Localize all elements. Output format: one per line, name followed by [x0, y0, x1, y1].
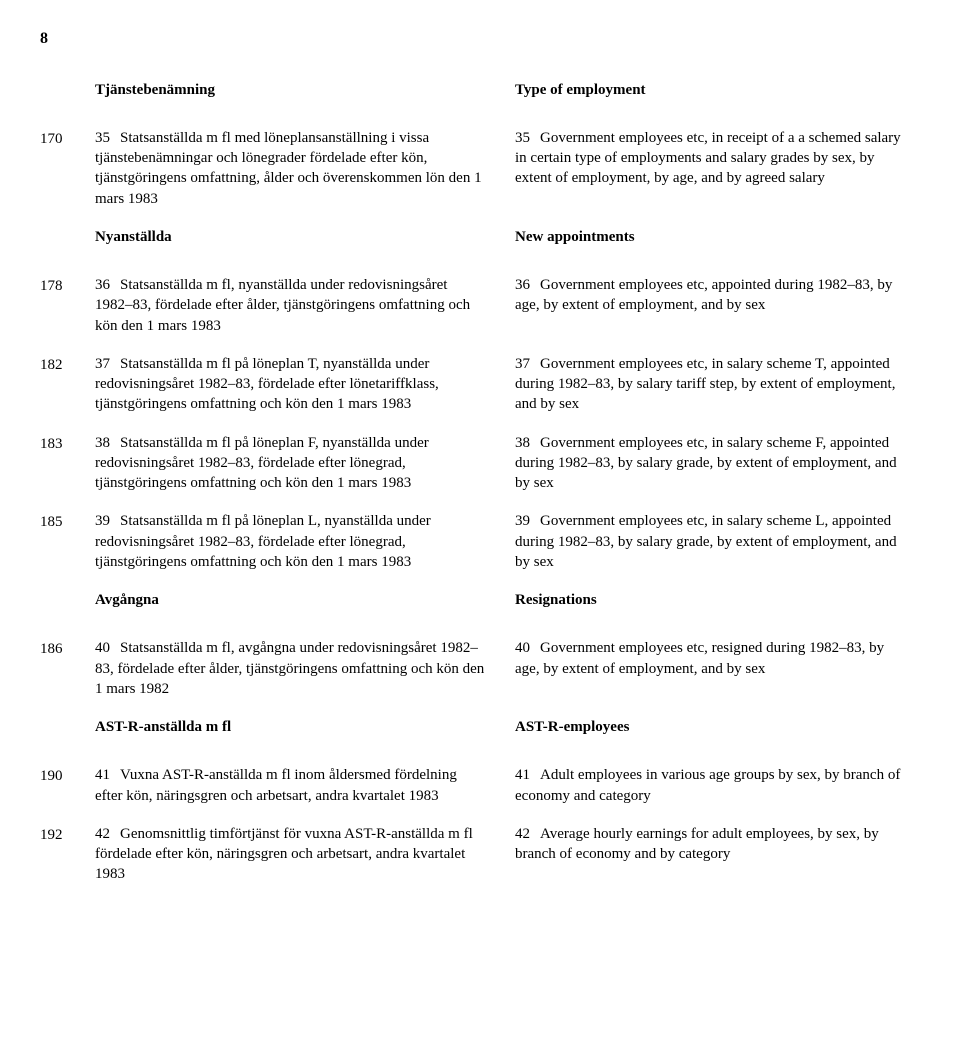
- toc-item-number: 35: [515, 130, 540, 146]
- toc-entry-right: 38Government employees etc, in salary sc…: [515, 433, 920, 494]
- toc-entry-left: 36Statsanställda m fl, nyanställda under…: [95, 275, 515, 336]
- toc-entry-left: 42Genomsnittlig timförtjänst för vuxna A…: [95, 824, 515, 885]
- toc-item-number: 41: [515, 767, 540, 783]
- toc-item-text-sv: Vuxna AST-R-anställda m fl inom åldersme…: [95, 767, 457, 803]
- toc-item-number: 41: [95, 767, 120, 783]
- toc-entry-right: 39Government employees etc, in salary sc…: [515, 511, 920, 572]
- toc-item-number: 36: [95, 277, 120, 293]
- toc-item-text-sv: Statsanställda m fl på löneplan F, nyans…: [95, 435, 429, 492]
- toc-item-text-en: Average hourly earnings for adult employ…: [515, 826, 879, 862]
- toc-page-ref: 185: [40, 511, 95, 572]
- subheading-right: AST-R-employees: [515, 717, 920, 737]
- col-page-blank: [40, 590, 95, 610]
- toc-item-text-sv: Statsanställda m fl, nyanställda under r…: [95, 277, 470, 334]
- toc-entry-left: 41Vuxna AST-R-anställda m fl inom ålders…: [95, 765, 515, 806]
- subheading-right: New appointments: [515, 227, 920, 247]
- toc-item-number: 39: [95, 513, 120, 529]
- toc-item-text-en: Government employees etc, appointed duri…: [515, 277, 892, 313]
- toc-page-ref: 183: [40, 433, 95, 494]
- toc-entry-left: 38Statsanställda m fl på löneplan F, nya…: [95, 433, 515, 494]
- toc-entry-right: 35Government employees etc, in receipt o…: [515, 128, 920, 209]
- toc-item-text-sv: Statsanställda m fl på löneplan L, nyans…: [95, 513, 431, 570]
- left-column-heading: Tjänstebenämning: [95, 80, 515, 100]
- toc-item-number: 36: [515, 277, 540, 293]
- col-page-blank: [40, 717, 95, 737]
- toc-entry-left: 37Statsanställda m fl på löneplan T, nya…: [95, 354, 515, 415]
- toc-item-number: 39: [515, 513, 540, 529]
- toc-item-number: 40: [95, 640, 120, 656]
- toc-item-number: 38: [95, 435, 120, 451]
- subheading-left: Avgångna: [95, 590, 515, 610]
- toc-item-number: 37: [515, 356, 540, 372]
- toc-entry-left: 35Statsanställda m fl med löneplansanstä…: [95, 128, 515, 209]
- toc-item-number: 38: [515, 435, 540, 451]
- right-column-heading: Type of employment: [515, 80, 920, 100]
- toc-page-ref: 192: [40, 824, 95, 885]
- col-page-blank: [40, 227, 95, 247]
- toc-page-ref: 170: [40, 128, 95, 209]
- subheading-right: Resignations: [515, 590, 920, 610]
- subheading-left: Nyanställda: [95, 227, 515, 247]
- toc-entry-left: 39Statsanställda m fl på löneplan L, nya…: [95, 511, 515, 572]
- toc-entry-right: 40Government employees etc, resigned dur…: [515, 638, 920, 699]
- toc-page-ref: 190: [40, 765, 95, 806]
- toc-page-ref: 178: [40, 275, 95, 336]
- toc-item-text-en: Adult employees in various age groups by…: [515, 767, 900, 803]
- toc-item-number: 37: [95, 356, 120, 372]
- toc-item-text-en: Government employees etc, in salary sche…: [515, 356, 895, 413]
- page-number: 8: [40, 28, 920, 50]
- toc-item-text-sv: Statsanställda m fl på löneplan T, nyans…: [95, 356, 439, 413]
- toc-entry-right: 37Government employees etc, in salary sc…: [515, 354, 920, 415]
- toc-entry-left: 40Statsanställda m fl, avgångna under re…: [95, 638, 515, 699]
- toc-item-number: 40: [515, 640, 540, 656]
- toc-item-number: 35: [95, 130, 120, 146]
- toc-page-ref: 182: [40, 354, 95, 415]
- toc-entry-right: 36Government employees etc, appointed du…: [515, 275, 920, 336]
- col-page-blank: [40, 80, 95, 100]
- toc-item-text-en: Government employees etc, resigned durin…: [515, 640, 884, 676]
- toc-item-text-en: Government employees etc, in salary sche…: [515, 435, 897, 492]
- subheading-left: AST-R-anställda m fl: [95, 717, 515, 737]
- toc-item-number: 42: [95, 826, 120, 842]
- toc-item-text-sv: Statsanställda m fl, avgångna under redo…: [95, 640, 484, 697]
- toc-item-text-sv: Statsanställda m fl med löneplansanställ…: [95, 130, 482, 207]
- toc-page-ref: 186: [40, 638, 95, 699]
- toc-entry-right: 41Adult employees in various age groups …: [515, 765, 920, 806]
- toc-item-text-sv: Genomsnittlig timförtjänst för vuxna AST…: [95, 826, 473, 883]
- toc-item-text-en: Government employees etc, in salary sche…: [515, 513, 897, 570]
- toc-item-text-en: Government employees etc, in receipt of …: [515, 130, 901, 187]
- toc-item-number: 42: [515, 826, 540, 842]
- toc-table: TjänstebenämningType of employment17035S…: [40, 80, 920, 885]
- toc-entry-right: 42Average hourly earnings for adult empl…: [515, 824, 920, 885]
